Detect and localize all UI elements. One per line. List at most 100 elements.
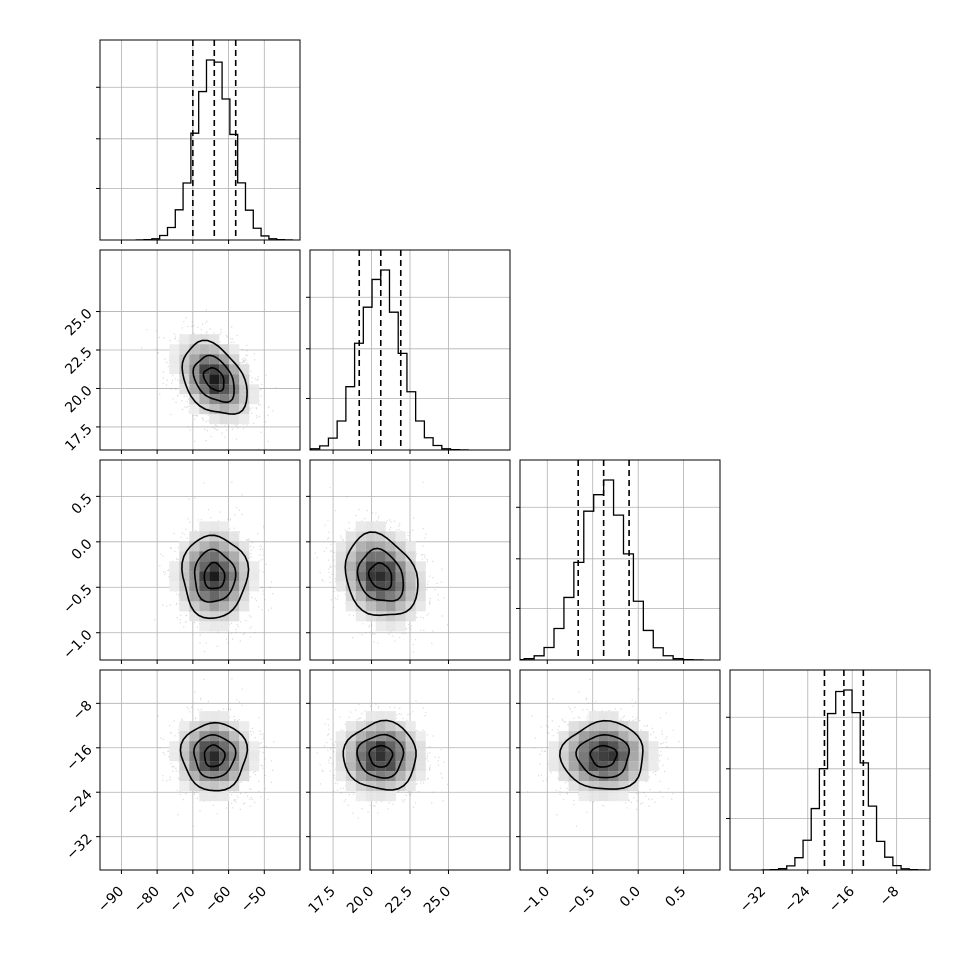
panel-1-0-density-cell — [229, 344, 240, 355]
panel-2-1-density-cell — [375, 521, 386, 532]
panel-3-2-density-cell — [558, 771, 569, 782]
panel-3-1-density-cell — [365, 721, 376, 732]
panel-1-0-density-cell — [209, 334, 220, 345]
panel-1-0-density-cell — [219, 394, 230, 405]
panel-3-2-density-cell — [548, 751, 559, 762]
panel-3-2-density-cell — [628, 771, 639, 782]
hist-panel-2 — [516, 459, 721, 664]
panel-2-0-density-cell — [179, 601, 190, 612]
panel-2-1-density-cell — [405, 591, 416, 602]
panel-1-0 — [96, 249, 301, 454]
panel-3-2-density-cell — [618, 741, 629, 752]
panel-2-0-density-cell — [209, 541, 220, 552]
panel-1-0-density-cell — [239, 394, 250, 405]
panel-2-1-density-cell — [375, 531, 386, 542]
panel-3-2-density-cell — [558, 751, 569, 762]
panel-3-2-density-cell — [608, 751, 619, 762]
panel-3-1-density-cell — [375, 761, 386, 772]
panel-3-0-density-cell — [199, 711, 210, 722]
panel-1-0-density-cell — [219, 364, 230, 375]
panel-3-0-density-cell — [209, 711, 220, 722]
panel-3-1-density-cell — [405, 741, 416, 752]
panel-2-1-density-cell — [375, 561, 386, 572]
panel-3-0-density-cell — [189, 731, 200, 742]
panel-2-1-density-cell — [375, 611, 386, 622]
panel-3-1-density-cell — [375, 711, 386, 722]
panel-1-0-density-cell — [219, 384, 230, 395]
panel-1-0-density-cell — [209, 364, 220, 375]
panel-3-2-density-cell — [648, 741, 659, 752]
panel-1-0-density-cell — [189, 334, 200, 345]
panel-2-0-density-cell — [229, 611, 240, 622]
ytick-label-2-2: 0.0 — [69, 536, 96, 563]
panel-3-2 — [516, 669, 721, 874]
panel-2-1-density-cell — [385, 541, 396, 552]
panel-3-1-contour-2 — [342, 719, 417, 791]
panel-3-0-density-cell — [229, 731, 240, 742]
panel-3-1-density-cell — [385, 751, 396, 762]
panel-2-0-density-cell — [219, 541, 230, 552]
ytick-label-1-2: 22.5 — [62, 344, 95, 377]
panel-3-2-density-cell — [618, 781, 629, 792]
panel-3-2-density-cell — [578, 751, 589, 762]
panel-2-1-contour-0 — [367, 561, 393, 591]
hist-2-frame — [519, 459, 721, 661]
hist-panel-0 — [96, 39, 301, 244]
panel-2-0-density-cell — [219, 621, 230, 632]
panel-1-0-density-cell — [209, 374, 220, 385]
hist-panel-3 — [726, 669, 931, 874]
panel-1-0-density-cell — [169, 364, 180, 375]
panel-1-0-density-cell — [189, 364, 200, 375]
ytick-label-3-3: −8 — [70, 698, 96, 724]
panel-1-0-density-cell — [219, 354, 230, 365]
panel-2-1-density-cell — [365, 561, 376, 572]
panel-3-2-density-cell — [548, 741, 559, 752]
panel-3-0-density-cell — [169, 741, 180, 752]
xtick-label-2-3: 0.5 — [662, 884, 689, 911]
panel-3-0-density-cell — [189, 781, 200, 792]
panel-2-0-density-cell — [229, 581, 240, 592]
panel-3-2-density-cell — [628, 721, 639, 732]
panel-2-1-density-cell — [395, 601, 406, 612]
panel-3-1-density-cell — [405, 731, 416, 742]
panel-2-0-density-cell — [239, 571, 250, 582]
panel-3-1-density-cell — [375, 721, 386, 732]
panel-1-0-density-cell — [179, 364, 190, 375]
panel-2-1-density-cell — [345, 551, 356, 562]
panel-3-0-contour-0 — [203, 744, 226, 768]
panel-2-0-density-cell — [189, 531, 200, 542]
panel-2-0 — [96, 459, 301, 664]
panel-3-1-density-cell — [385, 761, 396, 772]
panel-2-1-density-cell — [335, 581, 346, 592]
panel-1-0-density-cell — [239, 414, 250, 425]
panel-2-0-density-cell — [169, 561, 180, 572]
panel-1-0-content — [100, 250, 300, 450]
panel-2-0-density-cell — [179, 581, 190, 592]
panel-1-0-density-cell — [209, 344, 220, 355]
panel-1-0-density-cell — [199, 344, 210, 355]
panel-3-2-density-cell — [648, 751, 659, 762]
panel-1-0-density-cell — [239, 384, 250, 395]
panel-3-1-density-cell — [415, 751, 426, 762]
ytick-label-3-1: −24 — [63, 787, 95, 819]
panel-2-0-contour-1 — [193, 548, 237, 603]
xtick-label-0-2: −70 — [166, 884, 198, 916]
panel-3-1-density-cell — [405, 721, 416, 732]
panel-3-2-density-cell — [578, 761, 589, 772]
panel-2-1-density-cell — [345, 531, 356, 542]
panel-3-2-contour-2 — [558, 719, 644, 790]
xtick-label-1-2: 22.5 — [382, 884, 415, 917]
xtick-label-0-4: −50 — [238, 884, 270, 916]
panel-2-0-density-cell — [239, 541, 250, 552]
hist-panel-1 — [306, 249, 511, 454]
panel-2-1-density-cell — [365, 581, 376, 592]
panel-2-1-density-cell — [405, 571, 416, 582]
panel-3-2-density-cell — [568, 741, 579, 752]
panel-2-0-density-cell — [229, 551, 240, 562]
xtick-label-0-0: −90 — [95, 884, 127, 916]
panel-1-0-contour-2 — [181, 339, 248, 415]
panel-3-2-contour-0 — [589, 744, 618, 768]
panel-3-0-density-cell — [239, 751, 250, 762]
panel-3-0-density-cell — [209, 721, 220, 732]
